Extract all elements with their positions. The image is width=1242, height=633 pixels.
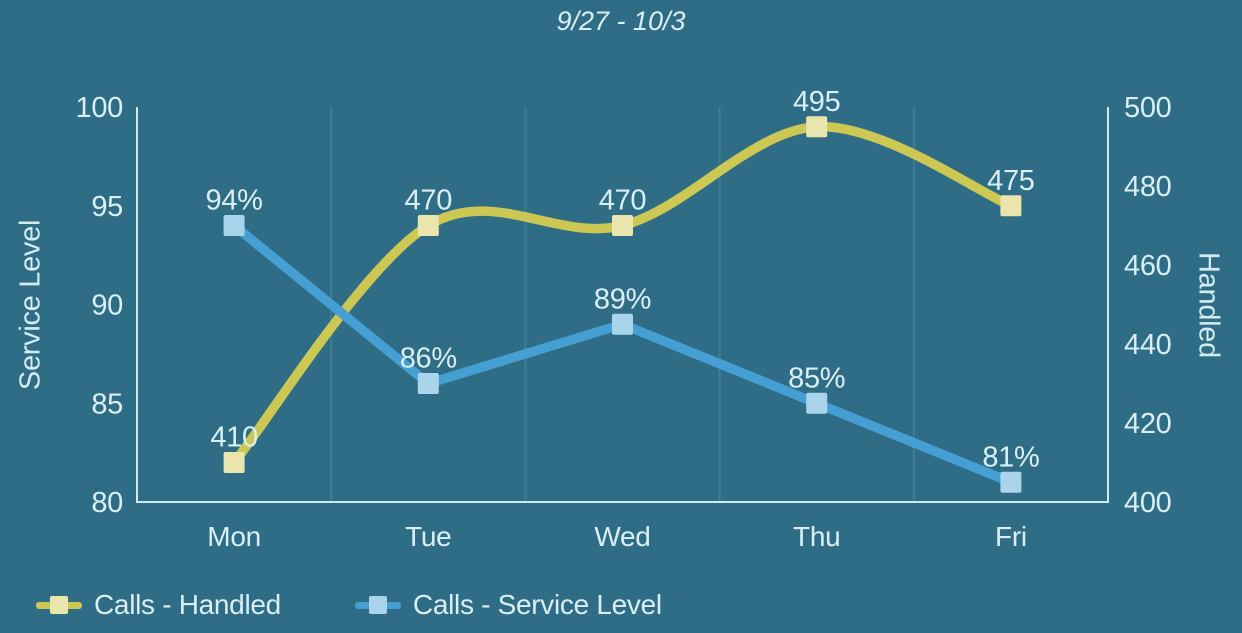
right-axis-tick-label: 460 [1124,250,1172,282]
x-axis-category-label: Tue [405,521,451,552]
x-axis-category-label: Thu [793,521,840,552]
data-point-marker-service-level [806,392,828,414]
left-axis-tick-label: 90 [91,290,123,322]
right-axis-tick-label: 400 [1124,487,1172,519]
legend: Calls - Handled Calls - Service Level [36,589,662,621]
right-axis-tick-label: 500 [1124,92,1172,124]
right-axis-tick-label: 440 [1124,329,1172,361]
series-line-service-level [229,220,1016,487]
data-point-label-handled: 475 [987,165,1035,197]
x-axis-category-label: Mon [207,521,261,552]
data-point-label-handled: 470 [599,185,647,217]
data-point-label-service-level: 94% [206,185,263,217]
data-point-label-service-level: 89% [594,283,651,315]
chart-title: 9/27 - 10/3 [556,6,686,36]
legend-item-calls-service-level: Calls - Service Level [354,589,662,621]
data-point-marker-handled [417,215,439,236]
legend-swatch-service-level-icon [354,590,401,620]
data-point-label-service-level: 81% [982,441,1039,473]
data-point-label-service-level: 85% [788,362,845,394]
left-axis-tick-label: 85 [91,388,123,420]
legend-swatch-handled-icon [36,590,82,620]
data-point-label-handled: 470 [405,185,453,217]
legend-label-calls-service-level: Calls - Service Level [412,589,662,620]
data-point-marker-service-level [223,215,245,236]
legend-item-calls-handled: Calls - Handled [36,589,281,621]
data-point-marker-handled [1000,195,1022,217]
data-point-label-handled: 495 [793,86,841,118]
left-axis-tick-label: 80 [91,487,123,519]
left-axis-tick-label: 100 [76,92,124,124]
right-axis-tick-label: 480 [1124,171,1172,203]
data-point-marker-service-level [1000,471,1022,493]
data-point-label-service-level: 86% [400,343,457,375]
x-axis-category-label: Wed [594,521,650,552]
x-axis-category-label: Fri [995,521,1027,552]
data-point-marker-service-level [417,373,439,394]
data-point-marker-handled [806,116,828,138]
data-point-marker-handled [612,215,633,236]
right-axis-tick-label: 420 [1124,408,1172,440]
legend-label-calls-handled: Calls - Handled [94,589,281,620]
data-point-marker-handled [223,452,245,473]
left-axis-tick-label: 95 [91,191,123,223]
data-point-marker-service-level [612,313,633,335]
data-point-label-handled: 410 [210,422,258,454]
